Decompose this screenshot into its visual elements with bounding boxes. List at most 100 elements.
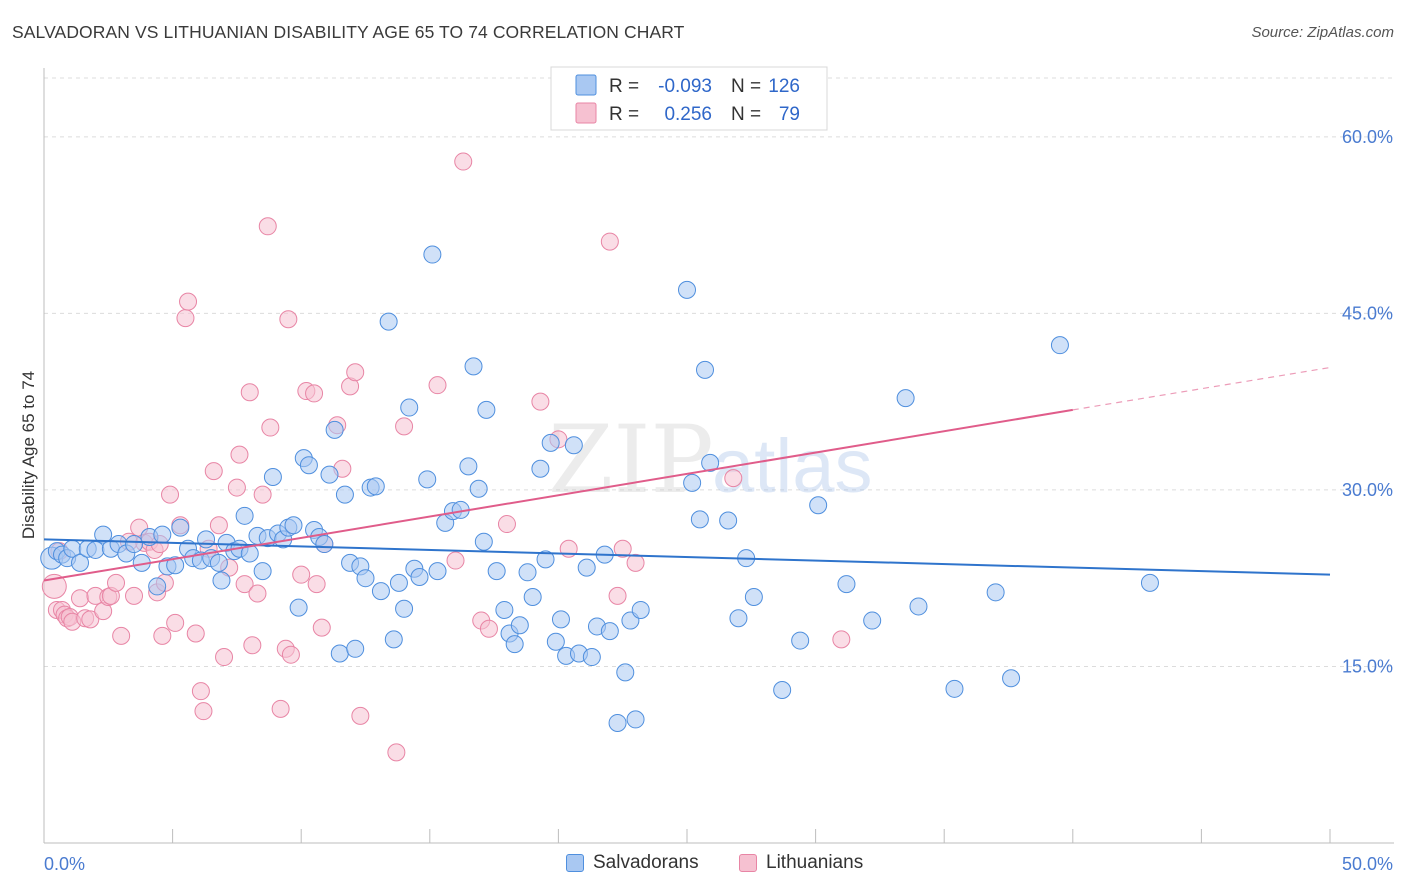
point-salvadorans bbox=[487, 562, 506, 581]
point-salvadorans bbox=[464, 357, 483, 376]
point-salvadorans bbox=[495, 600, 514, 619]
point-salvadorans bbox=[791, 631, 810, 650]
legend-swatch-pink bbox=[575, 102, 597, 124]
point-lithuanians bbox=[176, 309, 195, 328]
point-salvadorans bbox=[125, 535, 144, 554]
point-salvadorans bbox=[837, 575, 856, 594]
point-lithuanians bbox=[292, 565, 311, 584]
point-lithuanians bbox=[179, 292, 198, 311]
point-lithuanians bbox=[166, 613, 185, 632]
point-salvadorans bbox=[477, 400, 496, 419]
tick-labels: 15.0% 30.0% 45.0% 60.0% 0.0% 50.0% bbox=[44, 127, 1393, 874]
point-salvadorans bbox=[410, 568, 429, 587]
point-lithuanians bbox=[600, 232, 619, 251]
point-salvadorans bbox=[289, 598, 308, 617]
point-salvadorans bbox=[909, 597, 928, 616]
point-salvadorans bbox=[546, 632, 565, 651]
point-lithuanians bbox=[215, 648, 234, 667]
point-salvadorans bbox=[94, 525, 113, 544]
point-lithuanians bbox=[281, 645, 300, 664]
point-salvadorans bbox=[235, 506, 254, 525]
point-lithuanians bbox=[346, 363, 365, 382]
point-salvadorans bbox=[631, 600, 650, 619]
point-salvadorans bbox=[469, 479, 488, 498]
point-salvadorans bbox=[400, 398, 419, 417]
legend-swatch-salvadorans bbox=[566, 854, 584, 872]
legend-n-label-1: N = bbox=[731, 76, 761, 97]
trend-lines bbox=[43, 366, 1331, 582]
point-lithuanians bbox=[271, 699, 290, 718]
legend-n-value-1: 126 bbox=[768, 76, 800, 97]
point-salvadorans bbox=[523, 588, 542, 607]
point-salvadorans bbox=[263, 467, 282, 486]
point-lithuanians bbox=[153, 626, 172, 645]
point-lithuanians bbox=[209, 516, 228, 535]
point-salvadorans bbox=[395, 599, 414, 618]
legend-n-value-2: 79 bbox=[779, 104, 800, 125]
point-lithuanians bbox=[428, 376, 447, 395]
point-lithuanians bbox=[446, 551, 465, 570]
point-salvadorans bbox=[773, 681, 792, 699]
watermark: ZIP atlas bbox=[548, 406, 873, 515]
point-lithuanians bbox=[112, 626, 131, 645]
point-lithuanians bbox=[71, 589, 90, 608]
point-salvadorans bbox=[696, 360, 715, 379]
point-salvadorans bbox=[518, 563, 537, 582]
y-axis-label: Disability Age 65 to 74 bbox=[19, 371, 38, 539]
point-lithuanians bbox=[279, 310, 298, 329]
point-salvadorans bbox=[166, 556, 185, 575]
series-salvadorans bbox=[40, 245, 1159, 732]
point-lithuanians bbox=[387, 743, 406, 762]
trend-line-lithuanians-extension bbox=[1072, 366, 1331, 411]
legend-label-lithuanians: Lithuanians bbox=[766, 852, 864, 873]
point-salvadorans bbox=[335, 485, 354, 504]
point-lithuanians bbox=[230, 445, 249, 464]
point-salvadorans bbox=[423, 245, 442, 264]
watermark-atlas: atlas bbox=[712, 424, 873, 509]
point-lithuanians bbox=[626, 553, 645, 572]
point-salvadorans bbox=[626, 710, 645, 729]
point-salvadorans bbox=[346, 639, 365, 658]
point-salvadorans bbox=[616, 663, 635, 682]
point-lithuanians bbox=[107, 573, 126, 592]
point-salvadorans bbox=[379, 312, 398, 331]
point-lithuanians bbox=[497, 515, 516, 534]
x-tick-label-left: 0.0% bbox=[44, 854, 85, 874]
point-salvadorans bbox=[330, 644, 349, 663]
point-salvadorans bbox=[863, 611, 882, 630]
point-lithuanians bbox=[307, 575, 326, 594]
point-lithuanians bbox=[724, 469, 743, 488]
point-salvadorans bbox=[600, 622, 619, 641]
axes bbox=[43, 68, 1394, 844]
point-salvadorans bbox=[253, 562, 272, 581]
point-salvadorans bbox=[551, 610, 570, 629]
point-salvadorans bbox=[896, 389, 915, 408]
point-salvadorans bbox=[719, 511, 738, 530]
point-salvadorans bbox=[744, 588, 763, 607]
watermark-zip: ZIP bbox=[548, 406, 714, 515]
legend-item-lithuanians: Lithuanians bbox=[739, 852, 863, 874]
legend-r-value-1: -0.093 bbox=[658, 76, 712, 97]
point-salvadorans bbox=[197, 530, 216, 549]
point-salvadorans bbox=[678, 280, 696, 299]
legend-swatch-lithuanians bbox=[739, 854, 757, 872]
point-salvadorans bbox=[1002, 669, 1021, 688]
point-lithuanians bbox=[261, 418, 280, 437]
point-salvadorans bbox=[945, 679, 964, 698]
point-salvadorans bbox=[1050, 336, 1069, 355]
point-salvadorans bbox=[690, 510, 709, 529]
chart-title: SALVADORAN VS LITHUANIAN DISABILITY AGE … bbox=[12, 22, 685, 42]
point-salvadorans bbox=[371, 582, 390, 601]
point-salvadorans bbox=[510, 616, 529, 635]
point-lithuanians bbox=[194, 702, 213, 721]
point-salvadorans bbox=[505, 635, 524, 654]
point-salvadorans bbox=[459, 457, 478, 476]
point-lithuanians bbox=[227, 478, 246, 497]
point-lithuanians bbox=[613, 539, 632, 558]
legend-item-salvadorans: Salvadorans bbox=[566, 852, 699, 874]
point-salvadorans bbox=[384, 630, 403, 649]
bottom-legend: Salvadorans Lithuanians bbox=[0, 852, 1406, 878]
legend-r-value-2: 0.256 bbox=[664, 104, 712, 125]
point-salvadorans bbox=[986, 583, 1005, 602]
